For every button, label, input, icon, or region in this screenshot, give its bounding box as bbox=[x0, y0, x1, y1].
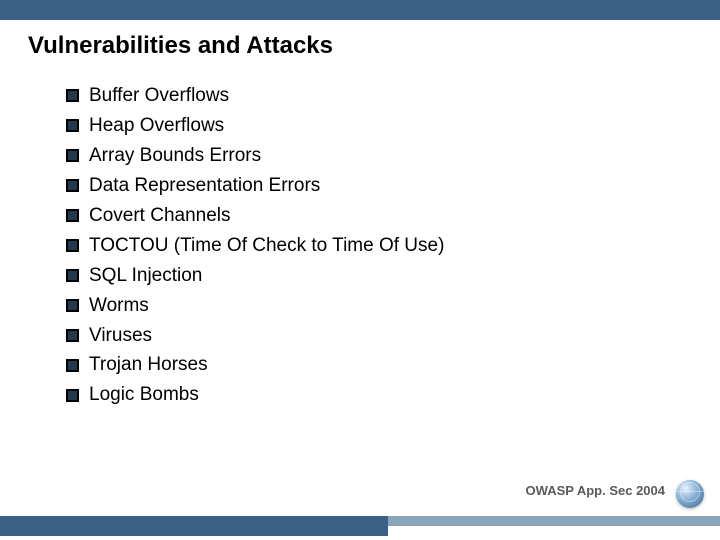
list-item-label: Covert Channels bbox=[89, 206, 231, 226]
square-bullet-icon bbox=[66, 89, 79, 102]
list-item-label: SQL Injection bbox=[89, 266, 202, 286]
square-bullet-icon bbox=[66, 299, 79, 312]
list-item: Worms bbox=[66, 296, 444, 316]
square-bullet-icon bbox=[66, 179, 79, 192]
list-item-label: Heap Overflows bbox=[89, 116, 224, 136]
bottom-bar-dark bbox=[0, 516, 388, 536]
list-item-label: Worms bbox=[89, 296, 149, 316]
list-item: Covert Channels bbox=[66, 206, 444, 226]
square-bullet-icon bbox=[66, 239, 79, 252]
bullet-list: Buffer Overflows Heap Overflows Array Bo… bbox=[66, 86, 444, 405]
globe-icon bbox=[676, 480, 704, 508]
list-item: SQL Injection bbox=[66, 266, 444, 286]
list-item-label: Data Representation Errors bbox=[89, 176, 320, 196]
footer-label: OWASP App. Sec 2004 bbox=[526, 483, 665, 498]
top-bar bbox=[0, 0, 720, 20]
list-item-label: Logic Bombs bbox=[89, 385, 199, 405]
list-item: Data Representation Errors bbox=[66, 176, 444, 196]
list-item-label: Viruses bbox=[89, 326, 152, 346]
list-item: Logic Bombs bbox=[66, 385, 444, 405]
square-bullet-icon bbox=[66, 269, 79, 282]
list-item-label: Buffer Overflows bbox=[89, 86, 229, 106]
square-bullet-icon bbox=[66, 359, 79, 372]
slide-title: Vulnerabilities and Attacks bbox=[28, 32, 333, 60]
square-bullet-icon bbox=[66, 149, 79, 162]
list-item: Viruses bbox=[66, 326, 444, 346]
list-item: Array Bounds Errors bbox=[66, 146, 444, 166]
square-bullet-icon bbox=[66, 389, 79, 402]
list-item: Buffer Overflows bbox=[66, 86, 444, 106]
square-bullet-icon bbox=[66, 209, 79, 222]
list-item-label: TOCTOU (Time Of Check to Time Of Use) bbox=[89, 236, 444, 256]
list-item: Trojan Horses bbox=[66, 355, 444, 375]
list-item: TOCTOU (Time Of Check to Time Of Use) bbox=[66, 236, 444, 256]
list-item: Heap Overflows bbox=[66, 116, 444, 136]
list-item-label: Trojan Horses bbox=[89, 355, 208, 375]
square-bullet-icon bbox=[66, 119, 79, 132]
square-bullet-icon bbox=[66, 329, 79, 342]
list-item-label: Array Bounds Errors bbox=[89, 146, 261, 166]
